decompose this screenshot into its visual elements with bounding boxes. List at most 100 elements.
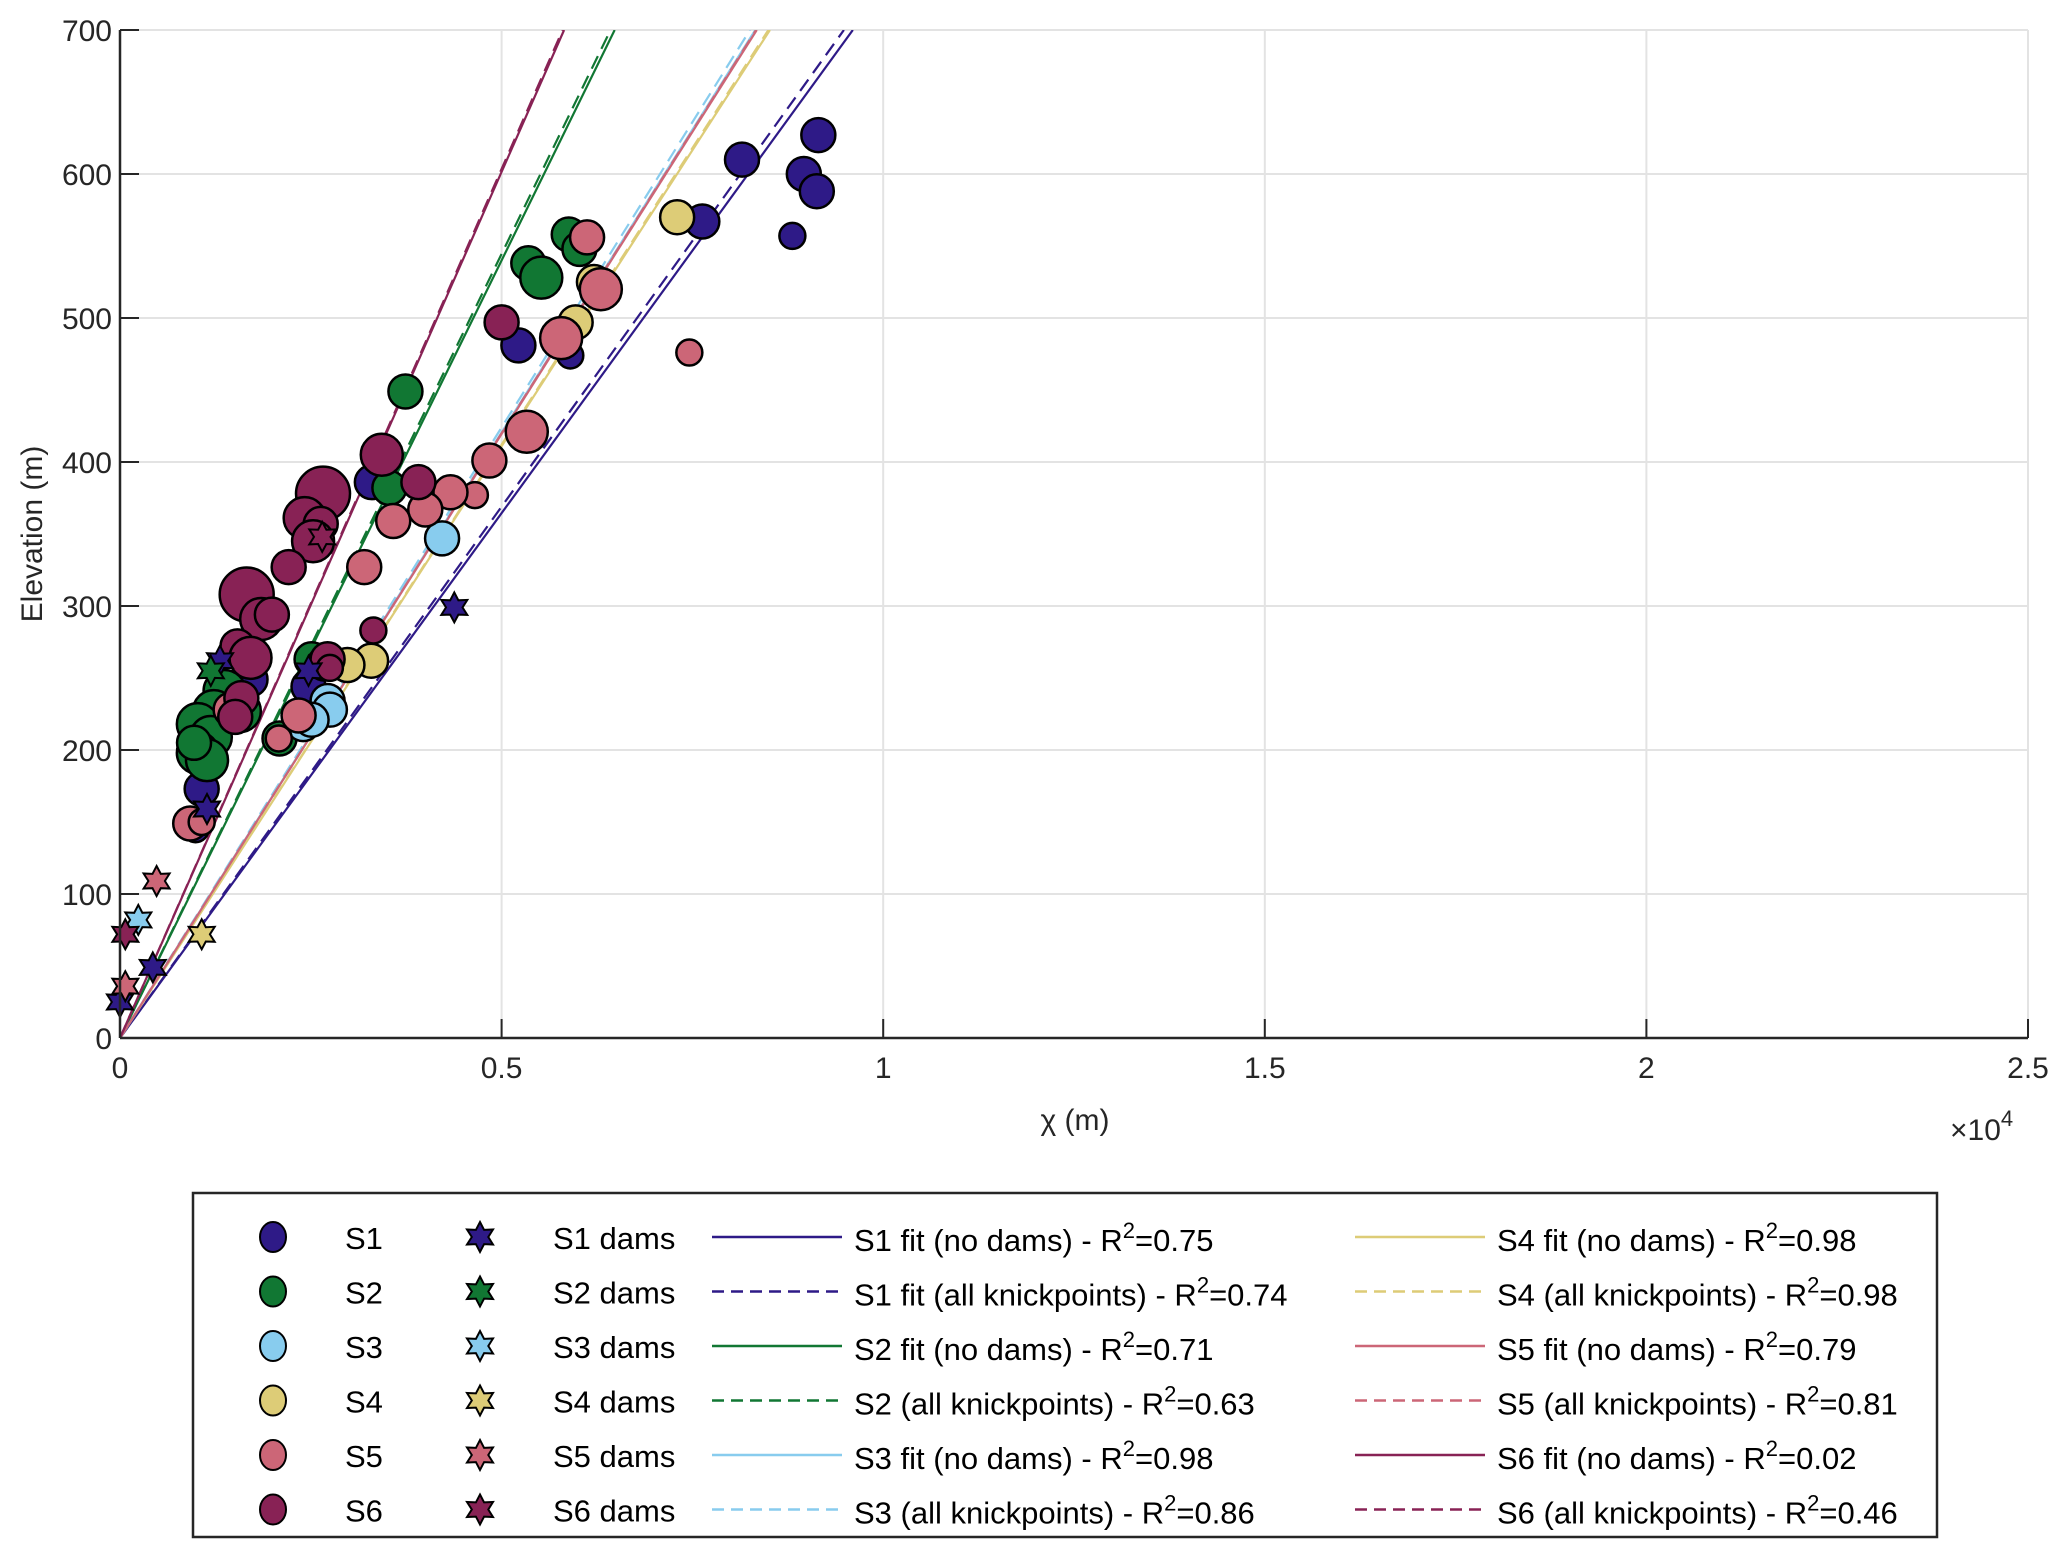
legend-label-part: 2: [1766, 1327, 1778, 1352]
point-s1: [798, 173, 836, 210]
legend-label-part: =0.02: [1778, 1441, 1856, 1476]
legend-label: S6 dams: [553, 1494, 675, 1529]
point-s2: [175, 724, 213, 762]
legend-label-part: =0.81: [1819, 1387, 1897, 1422]
legend-star-marker: [465, 1437, 495, 1473]
legend-label: S2: [345, 1276, 383, 1311]
legend-label: S3 (all knickpoints) - R2=0.86: [854, 1491, 1255, 1531]
star-s1-dams: [192, 791, 222, 827]
legend-label-part: S4 (all knickpoints) - R: [1497, 1278, 1807, 1313]
legend-label: S4 (all knickpoints) - R2=0.98: [1497, 1273, 1898, 1313]
point-s3: [423, 520, 461, 557]
point-s5: [264, 724, 293, 753]
legend-label-part: =0.98: [1819, 1278, 1897, 1313]
point-s2: [387, 373, 424, 410]
x-tick-label: 0: [112, 1052, 129, 1085]
legend-label: S3 fit (no dams) - R2=0.98: [854, 1436, 1213, 1476]
point-s5: [568, 219, 606, 256]
legend-label-part: S5 fit (no dams) - R: [1497, 1332, 1766, 1367]
legend-label: S1 fit (all knickpoints) - R2=0.74: [854, 1273, 1288, 1313]
plot-area: [120, 30, 2028, 1038]
point-s5: [345, 548, 383, 586]
star-s1-dams: [293, 653, 324, 688]
star-s2-dams: [195, 653, 226, 688]
y-tick-label: 100: [62, 879, 112, 912]
legend-label-part: 2: [1807, 1273, 1819, 1298]
legend: S1 S2 S3 S4 S5 S6 S1 dams S2 dams S3 dams S4 dams…: [191, 1191, 1939, 1539]
star-s5-dams: [110, 969, 141, 1004]
star-s4-dams: [186, 917, 217, 952]
point-s1: [800, 116, 837, 154]
axes: 0 0.5 1 1.5 2 2.5 0 100 200 300 400 500 600 700: [62, 15, 2049, 1085]
point-s1: [723, 141, 761, 178]
legend-label-part: S6 (all knickpoints) - R: [1497, 1496, 1807, 1531]
legend-label: S5 fit (no dams) - R2=0.79: [1497, 1327, 1856, 1367]
legend-label-part: S5 (all knickpoints) - R: [1497, 1387, 1807, 1422]
point-s6: [270, 548, 307, 586]
point-s5: [675, 338, 704, 367]
y-tick-label: 700: [62, 15, 112, 48]
fit-line-1: [120, 30, 845, 1038]
x-exponent-base: ×10: [1950, 1114, 2001, 1147]
legend-label: S4: [345, 1385, 383, 1420]
legend-label-part: 2: [1197, 1273, 1209, 1298]
legend-star-marker: [465, 1383, 495, 1418]
fit-line-11: [120, 30, 564, 1038]
legend-label-part: S4 fit (no dams) - R: [1497, 1223, 1766, 1258]
legend-label-part: =0.86: [1176, 1496, 1254, 1531]
y-tick-label: 400: [62, 447, 112, 480]
legend-label-part: =0.46: [1819, 1496, 1897, 1531]
legend-box: [191, 1191, 1939, 1539]
legend-label-part: =0.98: [1778, 1223, 1856, 1258]
legend-circle-marker: [259, 1221, 287, 1253]
point-s6: [359, 432, 405, 478]
legend-circle-marker: [259, 1275, 287, 1308]
legend-label-part: 2: [1123, 1218, 1135, 1243]
point-s1: [778, 221, 807, 251]
legend-label-part: 2: [1164, 1491, 1176, 1516]
legend-label-part: 2: [1123, 1327, 1135, 1352]
grid: [119, 29, 2029, 1039]
legend-label: S1 fit (no dams) - R2=0.75: [854, 1218, 1213, 1258]
legend-label: S5 dams: [553, 1439, 675, 1474]
y-tick-label: 500: [62, 303, 112, 336]
legend-label-part: 2: [1164, 1382, 1176, 1407]
legend-label-part: S1 fit (all knickpoints) - R: [854, 1278, 1197, 1313]
legend-label: S2 dams: [553, 1276, 675, 1311]
legend-star-marker: [465, 1219, 495, 1255]
legend-star-marker: [465, 1492, 495, 1527]
star-s1-dams: [137, 950, 168, 985]
x-exponent-power: 4: [2001, 1106, 2013, 1131]
legend-star-marker: [465, 1274, 495, 1309]
x-tick-label: 1: [875, 1052, 892, 1085]
point-s5: [374, 502, 412, 540]
data-points: [105, 116, 837, 1020]
point-s6: [228, 635, 273, 681]
star-s1-dams: [439, 590, 470, 625]
legend-label: S6: [345, 1494, 383, 1529]
legend-label-part: S3 (all knickpoints) - R: [854, 1496, 1164, 1531]
y-tick-label: 200: [62, 735, 112, 768]
point-s6: [400, 463, 437, 501]
legend-label: S2 (all knickpoints) - R2=0.63: [854, 1382, 1255, 1422]
legend-label: S4 fit (no dams) - R2=0.98: [1497, 1218, 1856, 1258]
legend-circle-marker: [259, 1439, 287, 1471]
legend-label: S4 dams: [553, 1385, 675, 1420]
point-s2: [519, 255, 564, 300]
point-s5: [280, 697, 317, 734]
x-axis-label: χ (m): [1040, 1104, 1109, 1137]
point-s6: [216, 698, 254, 736]
point-s6: [253, 596, 291, 633]
legend-star-marker: [465, 1328, 495, 1364]
star-s5-dams: [141, 863, 172, 899]
legend-circle-marker: [259, 1493, 287, 1526]
x-tick-label: 1.5: [1244, 1052, 1286, 1085]
y-tick-label: 0: [95, 1023, 112, 1056]
star-s6-dams: [110, 917, 141, 952]
x-axis-exponent: ×104: [1950, 1106, 2013, 1147]
point-s5: [578, 266, 624, 312]
point-s6: [359, 616, 388, 645]
legend-label-part: S1 fit (no dams) - R: [854, 1223, 1123, 1258]
legend-label-part: 2: [1123, 1436, 1135, 1461]
